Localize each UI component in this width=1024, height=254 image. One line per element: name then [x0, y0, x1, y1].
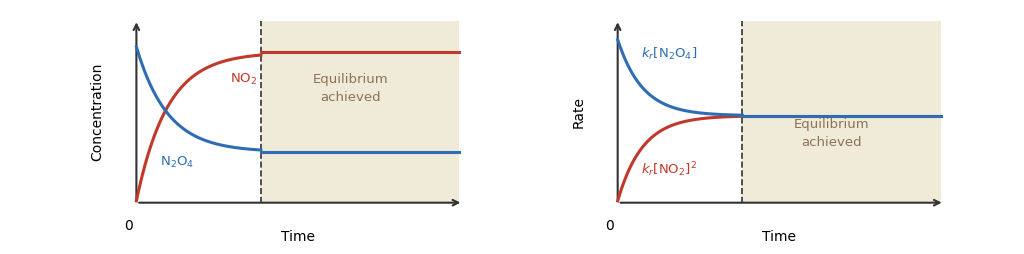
Text: 0: 0	[124, 219, 133, 233]
Text: Equilibrium
achieved: Equilibrium achieved	[312, 73, 388, 104]
Text: 0: 0	[605, 219, 614, 233]
Text: Concentration: Concentration	[90, 63, 104, 161]
Text: $k_r$[N$_2$O$_4$]: $k_r$[N$_2$O$_4$]	[641, 46, 697, 62]
Text: Time: Time	[762, 230, 797, 244]
Text: Equilibrium
achieved: Equilibrium achieved	[794, 118, 869, 149]
Bar	[742, 22, 941, 203]
Text: NO$_2$: NO$_2$	[229, 72, 257, 87]
Text: Rate: Rate	[571, 96, 586, 128]
Text: Time: Time	[281, 230, 315, 244]
Bar	[261, 22, 460, 203]
Text: $k_r$[NO$_2$]$^2$: $k_r$[NO$_2$]$^2$	[641, 161, 697, 179]
Text: N$_2$O$_4$: N$_2$O$_4$	[160, 155, 194, 170]
